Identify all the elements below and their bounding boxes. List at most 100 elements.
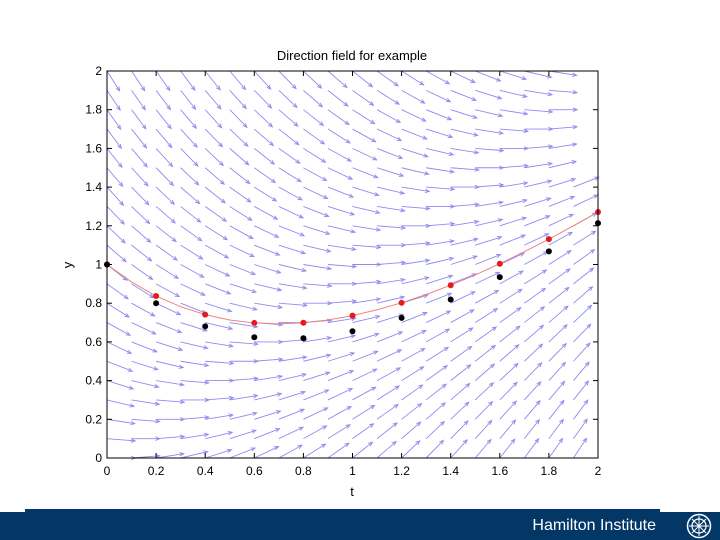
direction-arrow bbox=[426, 167, 455, 174]
arrow-head bbox=[293, 121, 299, 127]
arrow-head bbox=[398, 172, 405, 177]
exact-solution-point bbox=[300, 319, 307, 326]
direction-arrow bbox=[229, 206, 253, 221]
direction-arrow bbox=[499, 306, 522, 323]
direction-arrow bbox=[573, 380, 590, 401]
direction-arrow bbox=[401, 70, 425, 86]
direction-arrow bbox=[376, 128, 403, 141]
direction-arrow bbox=[524, 215, 551, 227]
arrow-shaft bbox=[475, 236, 502, 246]
euler-approx-point bbox=[447, 296, 454, 303]
direction-arrow bbox=[352, 332, 380, 343]
direction-arrow bbox=[155, 167, 175, 187]
arrow-head bbox=[143, 181, 149, 187]
arrow-shaft bbox=[253, 109, 273, 128]
arrow-shaft bbox=[155, 128, 173, 148]
arrow-shaft bbox=[573, 286, 593, 304]
arrow-shaft bbox=[352, 167, 378, 179]
direction-arrow bbox=[425, 402, 447, 420]
arrow-shaft bbox=[303, 337, 332, 343]
arrow-head bbox=[252, 411, 258, 416]
arrow-shaft bbox=[303, 109, 324, 126]
arrow-shaft bbox=[376, 385, 400, 401]
direction-arrow bbox=[401, 402, 423, 420]
arrow-shaft bbox=[573, 418, 588, 439]
direction-arrow bbox=[303, 148, 327, 163]
arrow-shaft bbox=[155, 302, 181, 316]
arrow-head bbox=[275, 410, 282, 415]
direction-arrow bbox=[426, 204, 456, 209]
x-tick-label: 0.8 bbox=[295, 464, 312, 478]
direction-arrow bbox=[131, 283, 155, 299]
direction-arrow bbox=[106, 70, 121, 92]
direction-arrow bbox=[499, 146, 530, 151]
arrow-shaft bbox=[524, 287, 546, 304]
arrow-head bbox=[325, 230, 331, 235]
direction-arrow bbox=[131, 418, 161, 424]
direction-arrow bbox=[155, 109, 172, 130]
arrow-head bbox=[243, 141, 249, 147]
arrow-head bbox=[173, 274, 180, 280]
arrow-head bbox=[350, 334, 357, 339]
arrow-shaft bbox=[401, 70, 424, 86]
direction-arrow bbox=[204, 186, 227, 204]
direction-arrow bbox=[425, 383, 448, 401]
arrow-shaft bbox=[401, 421, 421, 439]
direction-arrow bbox=[278, 128, 300, 146]
arrow-shaft bbox=[327, 128, 351, 144]
arrow-shaft bbox=[303, 90, 323, 108]
arrow-shaft bbox=[106, 206, 125, 225]
arrow-head bbox=[124, 313, 131, 318]
direction-arrow bbox=[131, 302, 156, 317]
arrow-shaft bbox=[475, 308, 498, 323]
direction-arrow bbox=[205, 283, 232, 295]
arrow-head bbox=[512, 381, 518, 387]
arrow-head bbox=[174, 292, 181, 298]
arrow-head bbox=[423, 153, 429, 158]
arrow-shaft bbox=[573, 305, 592, 323]
direction-arrow bbox=[425, 328, 451, 343]
direction-arrow bbox=[450, 70, 476, 83]
direction-arrow bbox=[180, 432, 210, 440]
arrow-head bbox=[251, 288, 258, 293]
arrow-head bbox=[116, 124, 122, 131]
direction-arrow bbox=[425, 89, 452, 103]
direction-arrow bbox=[278, 355, 308, 362]
arrow-head bbox=[420, 347, 426, 353]
arrow-shaft bbox=[327, 352, 355, 362]
direction-arrow bbox=[401, 421, 422, 439]
arrow-shaft bbox=[254, 393, 282, 401]
direction-arrow bbox=[573, 285, 594, 304]
arrow-head bbox=[154, 383, 160, 389]
arrow-head bbox=[559, 418, 564, 424]
arrow-head bbox=[544, 233, 550, 238]
arrow-shaft bbox=[499, 419, 516, 439]
direction-arrow bbox=[426, 147, 455, 156]
direction-arrow bbox=[327, 442, 350, 459]
arrow-head bbox=[253, 376, 259, 381]
arrow-head bbox=[540, 287, 547, 293]
exact-solution-point bbox=[202, 311, 209, 318]
arrow-shaft bbox=[254, 244, 280, 256]
direction-arrow bbox=[254, 128, 275, 147]
direction-arrow bbox=[155, 90, 172, 111]
arrow-shaft bbox=[303, 148, 326, 163]
arrow-head bbox=[277, 304, 284, 310]
arrow-shaft bbox=[205, 264, 230, 277]
arrow-shaft bbox=[377, 225, 406, 229]
direction-arrow bbox=[254, 264, 282, 274]
arrow-head bbox=[176, 329, 183, 334]
arrow-head bbox=[539, 306, 546, 311]
direction-arrow bbox=[548, 142, 578, 149]
arrow-head bbox=[548, 144, 554, 149]
arrow-head bbox=[572, 72, 578, 77]
arrow-shaft bbox=[155, 186, 175, 205]
direction-arrow bbox=[327, 424, 351, 440]
arrow-shaft bbox=[180, 148, 199, 167]
arrow-shaft bbox=[450, 273, 477, 285]
arrow-shaft bbox=[180, 186, 200, 204]
arrow-head bbox=[347, 175, 354, 180]
arrow-shaft bbox=[426, 257, 454, 265]
x-tick-label: 1.6 bbox=[491, 464, 508, 478]
direction-arrow bbox=[523, 437, 540, 459]
